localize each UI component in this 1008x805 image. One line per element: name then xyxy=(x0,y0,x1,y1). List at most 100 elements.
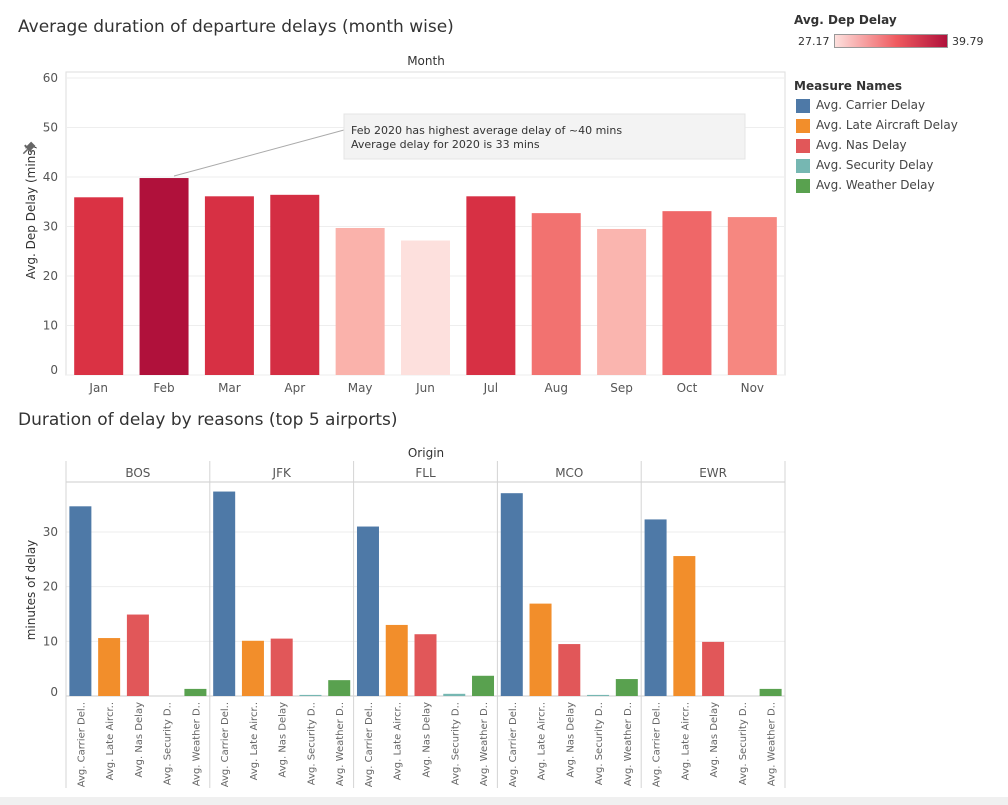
x-tick-label: Oct xyxy=(677,381,698,395)
bar-ewr-4[interactable] xyxy=(759,688,782,696)
bar-jfk-0[interactable] xyxy=(213,491,236,696)
x-tick-label: Avg. Security D.. xyxy=(450,702,461,785)
bar-bos-1[interactable] xyxy=(98,638,121,696)
legend-label: Avg. Carrier Delay xyxy=(816,98,926,112)
bar-jan[interactable] xyxy=(74,197,124,375)
x-tick-label: Apr xyxy=(284,381,305,395)
x-tick-label: Avg. Security D.. xyxy=(163,702,174,785)
bar-nov[interactable] xyxy=(727,217,777,375)
airport-delay-chart: Origin BOS JFK FLL MCO EWR Avg. Carrier Del.… xyxy=(24,446,786,788)
y-tick-label: 0 xyxy=(50,685,58,699)
bar-bos-4[interactable] xyxy=(184,688,207,696)
bar-jfk-2[interactable] xyxy=(270,638,293,696)
legend-label: Avg. Weather Delay xyxy=(816,178,935,192)
bar-fll-0[interactable] xyxy=(356,526,379,696)
bar-ewr-2[interactable] xyxy=(702,641,725,696)
bar-apr[interactable] xyxy=(270,194,320,375)
legend-swatch xyxy=(796,178,810,193)
legend-item-avg-security-delay[interactable]: Avg. Security Delay xyxy=(796,157,933,173)
bar-fll-3[interactable] xyxy=(443,693,466,696)
color-legend-min-label: 27.17 xyxy=(798,35,830,48)
legend-swatch xyxy=(796,98,810,113)
bar-bos-0[interactable] xyxy=(69,506,92,696)
x-tick-label: Avg. Nas Delay xyxy=(278,702,289,778)
bar-jun[interactable] xyxy=(401,240,450,375)
monthly-y-axis-label: Avg. Dep Delay (mins) xyxy=(24,145,38,279)
bar-fll-2[interactable] xyxy=(414,634,437,696)
bar-mco-4[interactable] xyxy=(615,679,638,696)
origin-header-mco: MCO xyxy=(555,466,583,480)
legend-swatch xyxy=(796,138,810,153)
bar-jul[interactable] xyxy=(466,196,516,375)
legend-label: Avg. Late Aircraft Delay xyxy=(816,118,958,132)
legend-label: Avg. Nas Delay xyxy=(816,138,907,152)
x-tick-label: Avg. Weather D.. xyxy=(623,702,634,786)
chart-title-monthly: Average duration of departure delays (mo… xyxy=(18,17,454,37)
bar-bos-2[interactable] xyxy=(126,614,149,696)
x-tick-label: Avg. Weather D.. xyxy=(191,702,202,786)
bar-aug[interactable] xyxy=(531,213,581,375)
x-tick-label: Avg. Late Aircr.. xyxy=(249,702,260,780)
y-tick-label: 0 xyxy=(50,363,58,377)
x-tick-label: Jul xyxy=(483,381,498,395)
bar-ewr-0[interactable] xyxy=(644,519,667,696)
bar-jfk-4[interactable] xyxy=(328,680,351,696)
bar-mco-0[interactable] xyxy=(500,493,523,696)
bar-oct[interactable] xyxy=(662,211,712,375)
x-tick-label: Jan xyxy=(88,381,108,395)
bar-may[interactable] xyxy=(335,227,385,375)
y-tick-label: 50 xyxy=(43,121,58,135)
legend-swatch xyxy=(796,118,810,133)
bar-jfk-3[interactable] xyxy=(299,694,322,696)
legend-item-avg-late-aircraft-delay[interactable]: Avg. Late Aircraft Delay xyxy=(796,117,958,133)
x-tick-label: Avg. Carrier Del.. xyxy=(220,702,231,787)
color-legend-max-label: 39.79 xyxy=(952,35,984,48)
x-tick-label: Avg. Weather D.. xyxy=(767,702,778,786)
bar-ewr-1[interactable] xyxy=(673,556,696,696)
monthly-delay-chart: Month Jan Feb Mar Apr May Jun Jul Aug Sep Oct Nov … xyxy=(20,54,786,395)
x-tick-label: Avg. Late Aircr.. xyxy=(680,702,691,780)
x-tick-label: Feb xyxy=(153,381,174,395)
bar-mco-1[interactable] xyxy=(529,603,552,696)
legend-item-avg-carrier-delay[interactable]: Avg. Carrier Delay xyxy=(796,97,925,113)
y-tick-label: 30 xyxy=(43,525,58,539)
legend-label: Avg. Security Delay xyxy=(816,158,934,172)
origin-header-fll: FLL xyxy=(415,466,436,480)
bar-mar[interactable] xyxy=(204,196,254,375)
y-tick-label: 30 xyxy=(43,220,58,234)
x-tick-label: May xyxy=(348,381,373,395)
x-tick-label: Avg. Security D.. xyxy=(738,702,749,785)
legend-item-avg-nas-delay[interactable]: Avg. Nas Delay xyxy=(796,137,907,153)
x-tick-label: Avg. Weather D.. xyxy=(335,702,346,786)
bottom-scroll-strip xyxy=(0,797,1008,805)
origin-header-ewr: EWR xyxy=(699,466,727,480)
airport-y-axis-label: minutes of delay xyxy=(24,540,38,641)
bar-fll-4[interactable] xyxy=(472,675,495,696)
y-tick-label: 40 xyxy=(43,170,58,184)
x-tick-label: Nov xyxy=(741,381,764,395)
bar-mco-2[interactable] xyxy=(558,644,581,696)
x-tick-label: Avg. Security D.. xyxy=(306,702,317,785)
x-tick-label: Avg. Nas Delay xyxy=(565,702,576,778)
color-legend-gradient xyxy=(834,34,948,48)
pin-icon[interactable] xyxy=(20,140,37,157)
bar-jfk-1[interactable] xyxy=(241,640,264,696)
x-tick-label: Avg. Security D.. xyxy=(594,702,605,785)
y-tick-label: 10 xyxy=(43,634,58,648)
origin-header-jfk: JFK xyxy=(272,466,292,480)
bar-fll-1[interactable] xyxy=(385,624,408,696)
color-legend-title: Avg. Dep Delay xyxy=(794,13,897,27)
bar-sep[interactable] xyxy=(597,228,647,375)
bar-feb[interactable] xyxy=(139,178,189,375)
y-tick-label: 20 xyxy=(43,269,58,283)
x-tick-label: Avg. Nas Delay xyxy=(709,702,720,778)
x-tick-label: Sep xyxy=(610,381,633,395)
x-tick-label: Avg. Late Aircr.. xyxy=(393,702,404,780)
legend-item-avg-weather-delay[interactable]: Avg. Weather Delay xyxy=(796,177,935,193)
x-tick-label: Avg. Weather D.. xyxy=(479,702,490,786)
x-tick-label: Jun xyxy=(415,381,435,395)
x-tick-label: Mar xyxy=(218,381,241,395)
x-tick-label: Aug xyxy=(545,381,568,395)
bar-mco-3[interactable] xyxy=(587,694,610,696)
annotation-line-1: Feb 2020 has highest average delay of ~4… xyxy=(351,124,622,137)
